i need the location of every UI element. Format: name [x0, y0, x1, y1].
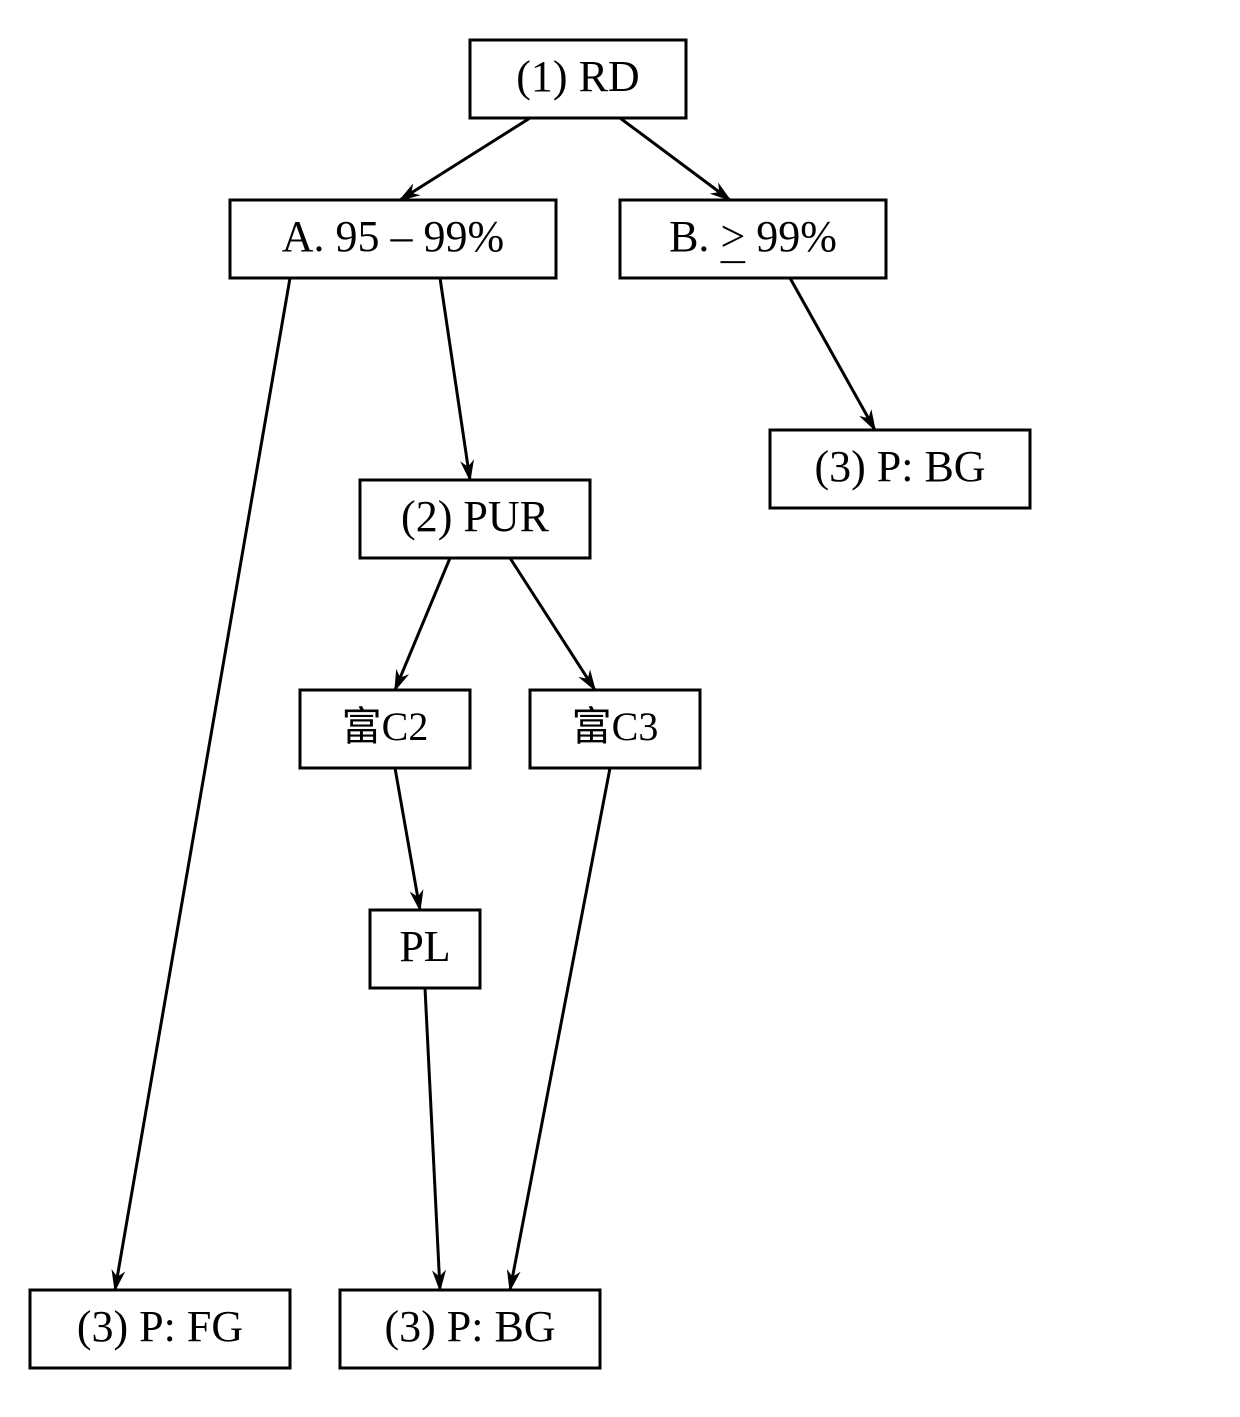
edge-pur-to-c2 — [395, 558, 450, 690]
node-pfg: (3) P: FG — [30, 1290, 290, 1368]
edge-pl-to-pbg_b — [425, 988, 440, 1290]
flowchart-canvas: (1) RD A. 95 – 99% B. > 99% (3) P: BG (2) PU… — [0, 0, 1240, 1417]
node-c3: 富C3 — [530, 690, 700, 768]
node-a-label: A. 95 – 99% — [282, 212, 504, 261]
node-pl-label: PL — [399, 922, 450, 971]
node-c2: 富C2 — [300, 690, 470, 768]
edge-a-to-pfg — [115, 278, 290, 1290]
node-pur-label: (2) PUR — [401, 492, 550, 541]
node-pbg_r: (3) P: BG — [770, 430, 1030, 508]
node-pbg_b-label: (3) P: BG — [384, 1302, 555, 1351]
edge-c2-to-pl — [395, 768, 420, 910]
node-a: A. 95 – 99% — [230, 200, 556, 278]
node-b-operator: > — [720, 212, 745, 261]
node-pbg_b: (3) P: BG — [340, 1290, 600, 1368]
edge-c3-to-pbg_b — [510, 768, 610, 1290]
edge-a-to-pur — [440, 278, 470, 480]
node-b-label: B. > 99% — [669, 212, 837, 261]
node-pfg-label: (3) P: FG — [77, 1302, 243, 1351]
node-pbg_r-label: (3) P: BG — [814, 442, 985, 491]
edge-b-to-pbg_r — [790, 278, 875, 430]
node-rd: (1) RD — [470, 40, 686, 118]
edge-rd-to-a — [400, 118, 530, 200]
edge-pur-to-c3 — [510, 558, 595, 690]
node-rd-label: (1) RD — [516, 52, 639, 101]
node-b: B. > 99% — [620, 200, 886, 278]
edge-rd-to-b — [620, 118, 730, 200]
node-pl: PL — [370, 910, 480, 988]
node-c2-label: 富C2 — [342, 704, 429, 749]
node-pur: (2) PUR — [360, 480, 590, 558]
node-c3-label: 富C3 — [572, 704, 659, 749]
